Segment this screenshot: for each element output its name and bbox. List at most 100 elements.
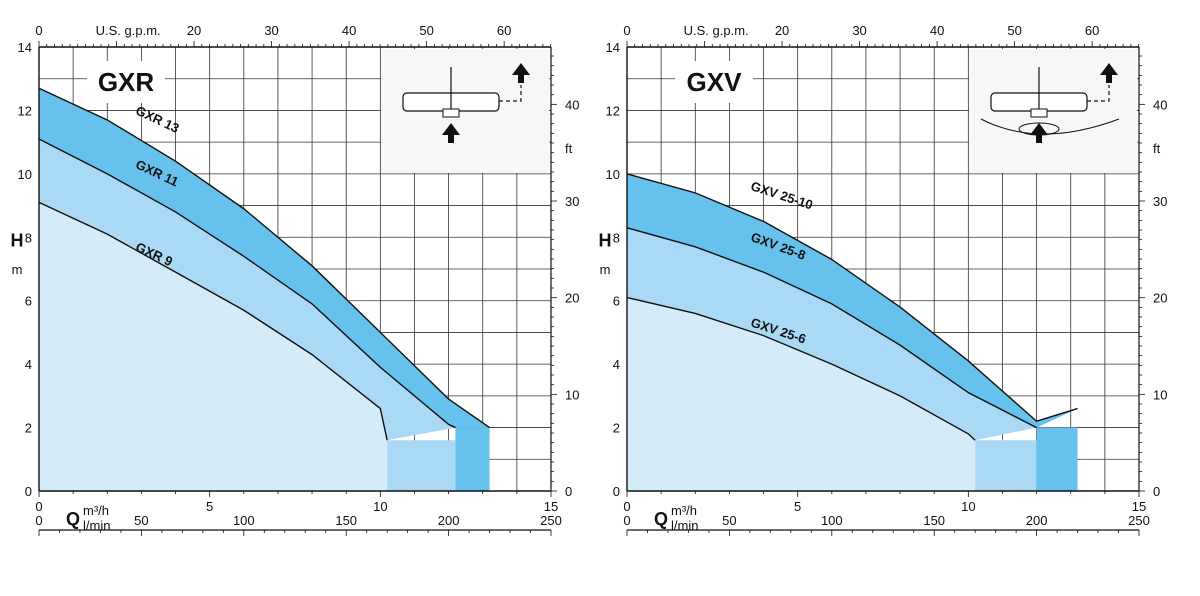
x-unit-m3h: m³/h <box>671 503 697 518</box>
y-axis-label: H <box>11 230 24 250</box>
lmin-tick-label: 0 <box>623 513 630 528</box>
gpm-tick-label: 20 <box>187 23 201 38</box>
y-tick-label: 0 <box>613 484 620 499</box>
x-unit-lmin: l/min <box>83 518 110 533</box>
gpm-tick-label: 40 <box>342 23 356 38</box>
title-bg <box>675 61 753 103</box>
ft-tick-label: 0 <box>565 484 572 499</box>
band-box-2 <box>975 440 1037 491</box>
y-tick-label: 8 <box>25 230 32 245</box>
y-tick-label: 10 <box>18 167 32 182</box>
series-line-3 <box>38 201 388 441</box>
ft-unit-label: ft <box>565 141 573 156</box>
gpm-tick-label: 60 <box>497 23 511 38</box>
pump-impeller <box>442 108 460 118</box>
gpm-tick-label: 20 <box>775 23 789 38</box>
lmin-tick-label: 100 <box>821 513 843 528</box>
x-axis-label: Q <box>654 509 668 529</box>
outlet-pipe <box>499 85 522 102</box>
gpm-tick-label: 0 <box>35 23 42 38</box>
title-box: GXR <box>87 61 165 103</box>
y-tick-label: 12 <box>606 103 620 118</box>
install-diagram <box>969 49 1137 173</box>
series-line-2 <box>38 138 456 429</box>
x-tick-label: 10 <box>961 499 975 514</box>
ft-tick-label: 20 <box>1153 291 1167 306</box>
gpm-tick-label: 0 <box>623 23 630 38</box>
y-tick-label: 0 <box>25 484 32 499</box>
lmin-tick-label: 200 <box>1026 513 1048 528</box>
lmin-tick-label: 100 <box>233 513 255 528</box>
suction-chamber <box>1018 122 1060 136</box>
series-label-1: GXV 25-10 <box>749 178 815 212</box>
lmin-tick-label: 250 <box>1128 513 1150 528</box>
gpm-tick-label: 30 <box>264 23 278 38</box>
lmin-tick-label: 50 <box>722 513 736 528</box>
x-tick-label: 0 <box>35 499 42 514</box>
x-tick-label: 5 <box>206 499 213 514</box>
band-fill-1 <box>39 202 388 491</box>
x-tick-label: 0 <box>623 499 630 514</box>
y-tick-label: 6 <box>25 294 32 309</box>
outlet-pipe <box>1087 85 1110 102</box>
title-box: GXV <box>675 61 753 103</box>
band-fill-3 <box>39 88 490 428</box>
gpm-tick-label: 50 <box>419 23 433 38</box>
gpm-axis-label: U.S. g.p.m. <box>96 23 161 38</box>
ft-unit-label: ft <box>1153 141 1161 156</box>
band-box-2 <box>387 440 456 491</box>
lmin-tick-label: 50 <box>134 513 148 528</box>
title-bg <box>87 61 165 103</box>
arrow-up-in-icon <box>1030 123 1048 143</box>
band-fill-2 <box>39 138 456 441</box>
lmin-tick-label: 150 <box>923 513 945 528</box>
y-tick-label: 4 <box>25 357 32 372</box>
y-tick-label: 14 <box>606 40 620 55</box>
y-tick-label: 2 <box>613 421 620 436</box>
y-tick-label: 6 <box>613 294 620 309</box>
ft-tick-label: 40 <box>565 97 579 112</box>
series-line-1 <box>626 173 1078 423</box>
series-line-2 <box>626 227 1037 429</box>
gpm-axis-label: U.S. g.p.m. <box>684 23 749 38</box>
x-tick-label: 15 <box>1132 499 1146 514</box>
arrow-up-out-icon <box>1100 63 1118 83</box>
y-tick-label: 14 <box>18 40 32 55</box>
y-tick-label: 2 <box>25 421 32 436</box>
y-tick-label: 12 <box>18 103 32 118</box>
ft-tick-label: 30 <box>565 194 579 209</box>
lmin-tick-label: 250 <box>540 513 562 528</box>
series-line-3 <box>626 296 976 441</box>
y-axis-label: H <box>599 230 612 250</box>
gpm-tick-label: 50 <box>1007 23 1021 38</box>
ft-tick-label: 10 <box>565 387 579 402</box>
chart-title: GXV <box>687 67 743 97</box>
x-tick-label: 15 <box>544 499 558 514</box>
arrow-up-in-icon <box>442 123 460 143</box>
x-tick-label: 5 <box>794 499 801 514</box>
x-axis-label: Q <box>66 509 80 529</box>
ft-tick-label: 20 <box>565 291 579 306</box>
y-axis-unit: m <box>600 262 611 277</box>
band-fill-1 <box>627 297 976 491</box>
y-tick-label: 10 <box>606 167 620 182</box>
chart-title: GXR <box>98 67 155 97</box>
band-box-3 <box>1036 427 1078 491</box>
x-tick-label: 10 <box>373 499 387 514</box>
series-label-1: GXR 13 <box>133 103 181 136</box>
x-unit-lmin: l/min <box>671 518 698 533</box>
lmin-tick-label: 150 <box>335 513 357 528</box>
y-axis-unit: m <box>12 262 23 277</box>
arrow-up-out-icon <box>512 63 530 83</box>
gpm-tick-label: 40 <box>930 23 944 38</box>
band-fill-3 <box>627 173 1078 428</box>
pump-impeller <box>1030 108 1048 118</box>
install-diagram <box>381 49 549 173</box>
ft-tick-label: 30 <box>1153 194 1167 209</box>
gpm-tick-label: 30 <box>852 23 866 38</box>
y-tick-label: 4 <box>613 357 620 372</box>
